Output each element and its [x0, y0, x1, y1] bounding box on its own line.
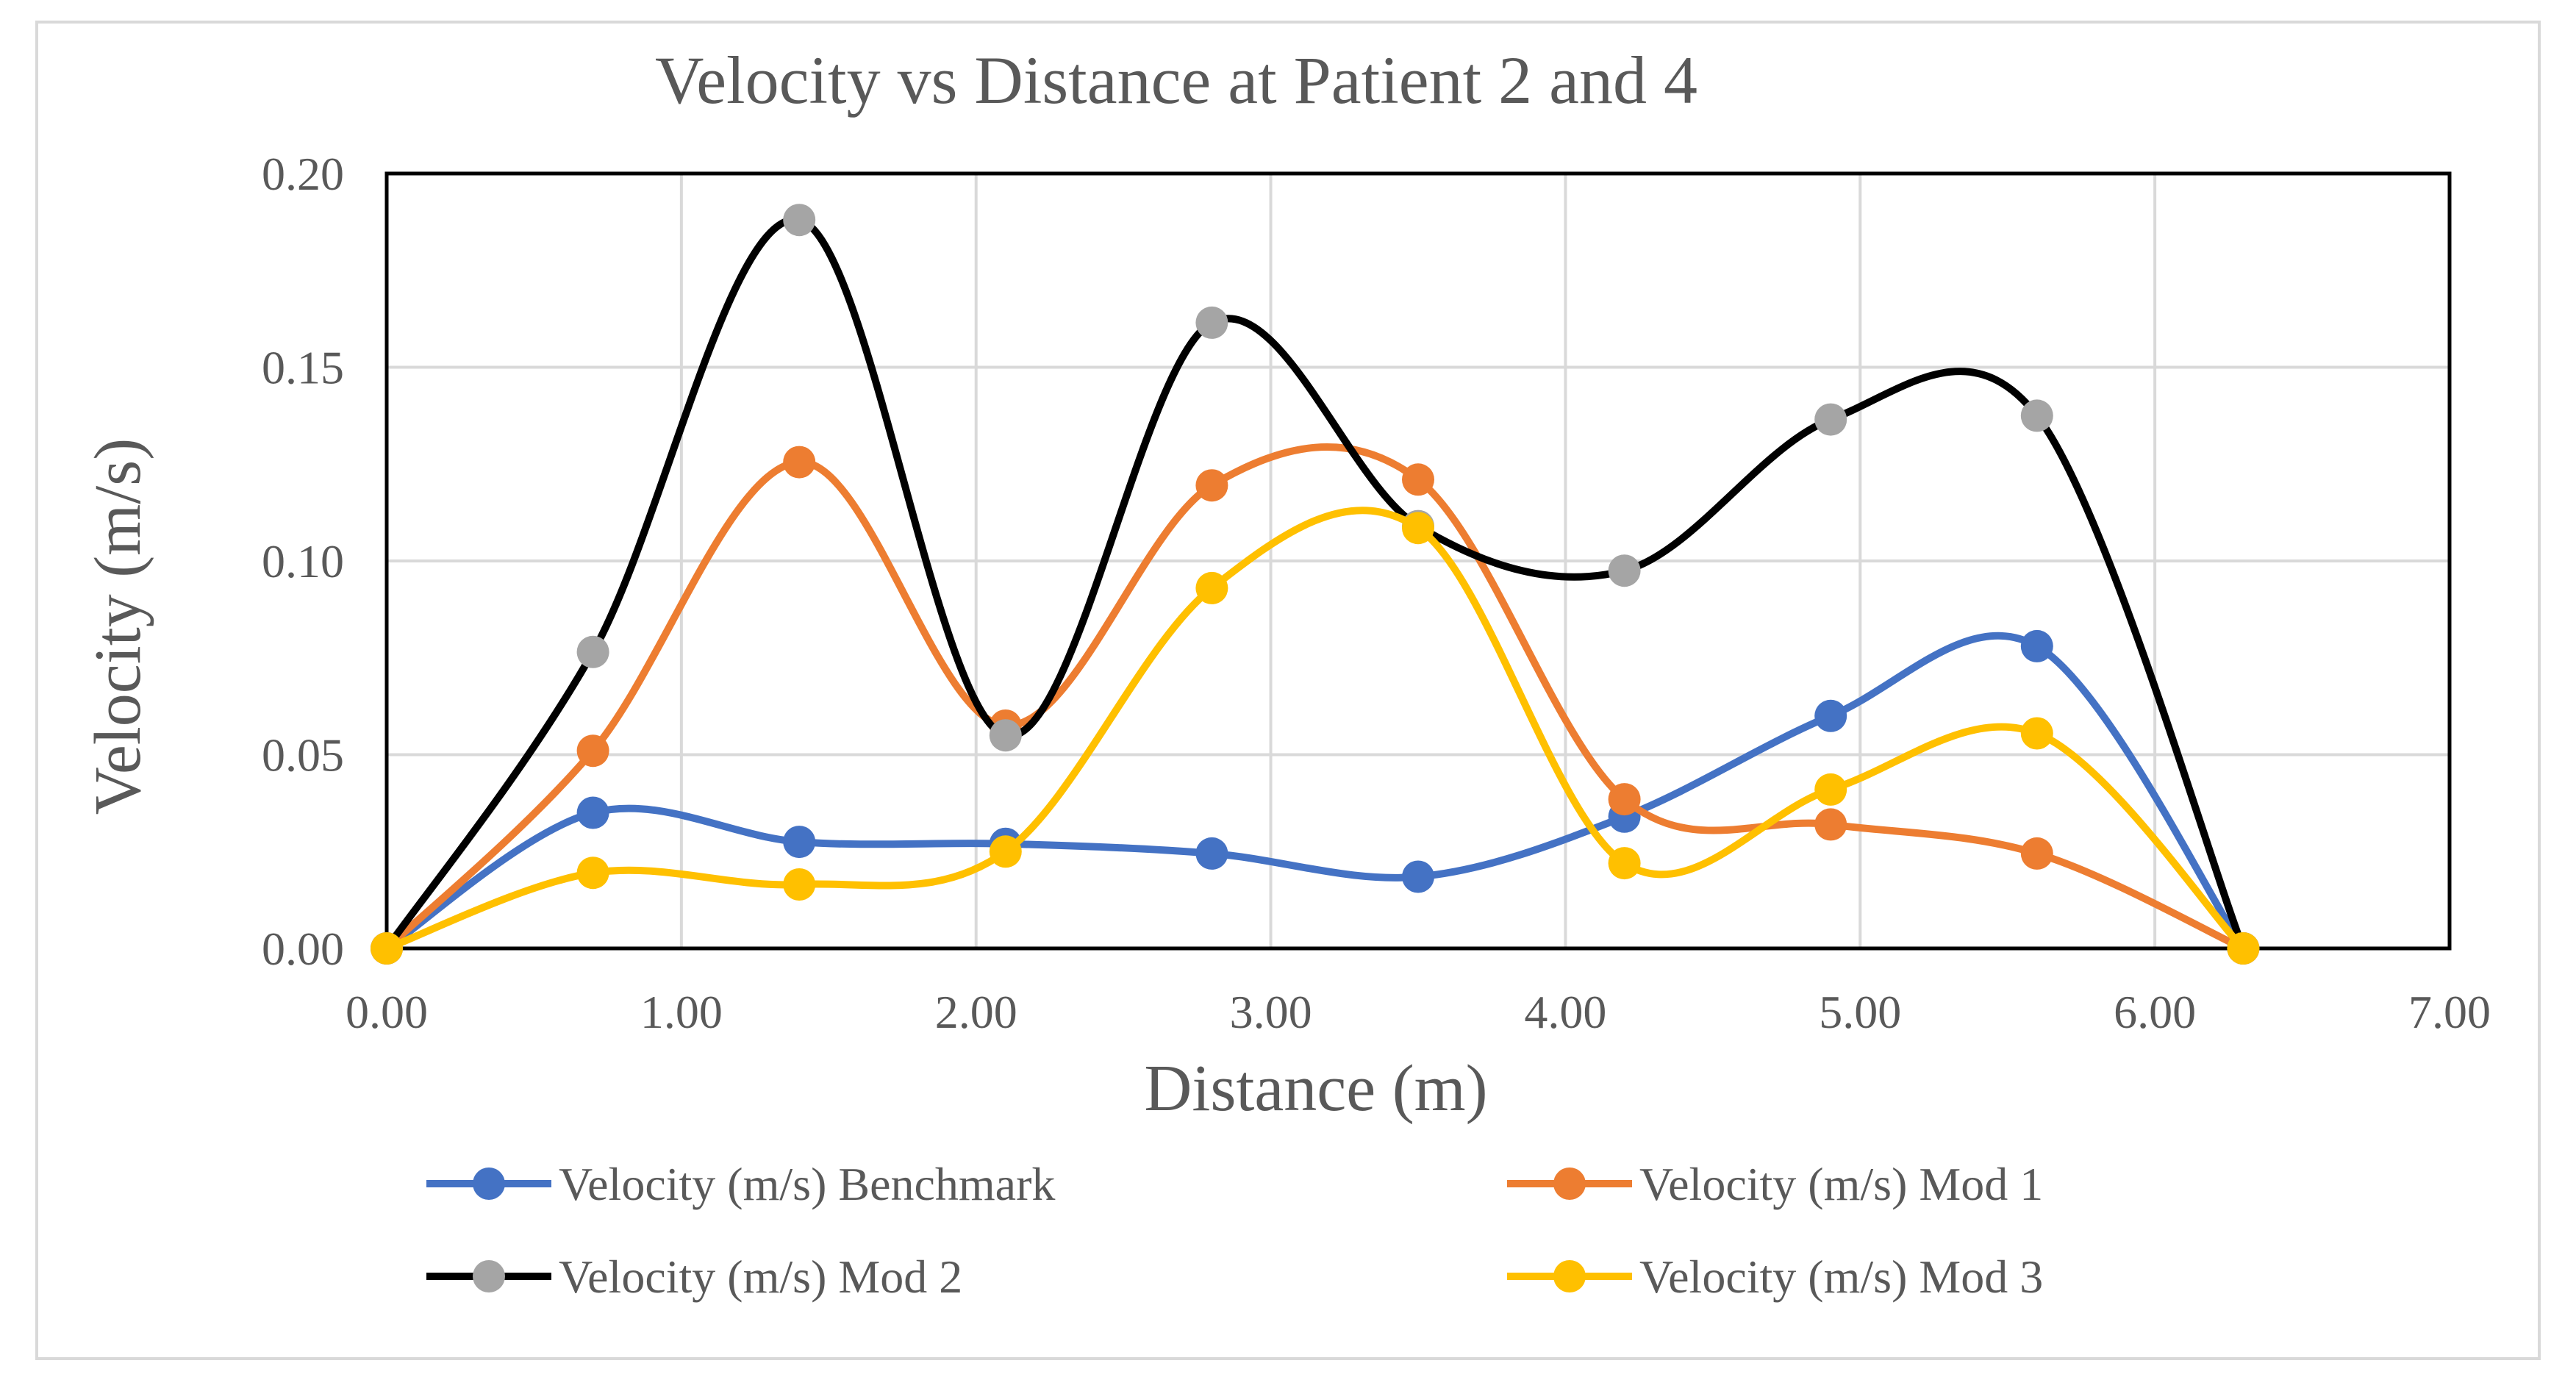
legend-label: Velocity (m/s) Mod 3 [1639, 1251, 2043, 1303]
data-point [1195, 571, 1228, 604]
data-point [783, 446, 816, 479]
y-tick-label: 0.15 [262, 342, 344, 394]
y-tick-label: 0.10 [262, 535, 344, 587]
series-layer [371, 204, 2260, 965]
data-point [1195, 306, 1228, 339]
data-point [1402, 463, 1434, 496]
legend-label: Velocity (m/s) Mod 2 [559, 1251, 962, 1303]
legend-marker-swatch [473, 1260, 505, 1292]
data-point [371, 932, 403, 965]
x-tick-label: 4.00 [1524, 986, 1606, 1038]
data-point [576, 734, 609, 768]
plot-area-border [384, 171, 2452, 951]
x-tick-label: 1.00 [640, 986, 723, 1038]
x-tick-label: 7.00 [2408, 986, 2491, 1038]
data-point [1195, 469, 1228, 502]
y-tick-label: 0.20 [262, 148, 344, 200]
legend-item: Velocity (m/s) Mod 2 [426, 1251, 962, 1303]
data-point [1195, 837, 1228, 870]
legend-label: Velocity (m/s) Mod 1 [1639, 1158, 2043, 1210]
legend-marker-swatch [1553, 1167, 1586, 1200]
data-point [2020, 837, 2053, 870]
series-3 [371, 204, 2260, 965]
legend-item: Velocity (m/s) Mod 1 [1507, 1158, 2043, 1210]
y-axis-label: Velocity (m/s) [82, 438, 154, 815]
data-point [576, 796, 609, 829]
data-point [2020, 717, 2053, 750]
x-tick-label: 2.00 [935, 986, 1017, 1038]
x-tick-label: 5.00 [1819, 986, 1901, 1038]
data-point [2020, 629, 2053, 662]
data-point [576, 857, 609, 890]
series-line [383, 632, 2247, 952]
data-point [1608, 783, 1641, 816]
data-point [783, 826, 816, 859]
x-axis-tick-labels: 0.00 1.00 2.00 3.00 4.00 5.00 6.00 7.00 [346, 986, 2491, 1038]
y-tick-label: 0.05 [262, 729, 344, 782]
series-line [383, 443, 2247, 952]
data-point [1814, 403, 1847, 436]
data-point [1814, 699, 1847, 732]
data-point [783, 868, 816, 901]
chart-title: Velocity vs Distance at Patient 2 and 4 [655, 43, 1697, 118]
legend-label: Velocity (m/s) Benchmark [559, 1158, 1055, 1210]
y-tick-label: 0.00 [262, 923, 344, 975]
gridlines [387, 174, 2450, 948]
x-tick-label: 3.00 [1230, 986, 1312, 1038]
data-point [1814, 808, 1847, 841]
legend-item: Velocity (m/s) Mod 3 [1507, 1251, 2043, 1303]
series-4 [371, 507, 2260, 965]
y-axis-tick-labels: 0.00 0.05 0.10 0.15 0.20 [262, 148, 344, 975]
x-axis-label: Distance (m) [1144, 1052, 1487, 1125]
data-point [1402, 860, 1434, 893]
x-tick-label: 0.00 [346, 986, 428, 1038]
data-point [1814, 773, 1847, 806]
data-point [989, 719, 1022, 752]
chart-area [35, 21, 2541, 1360]
data-point [1402, 512, 1434, 545]
data-point [989, 835, 1022, 868]
legend-item: Velocity (m/s) Benchmark [426, 1158, 1055, 1210]
data-point [2227, 932, 2260, 965]
data-point [1608, 847, 1641, 880]
legend-marker-swatch [1553, 1260, 1586, 1292]
data-point [2020, 399, 2053, 432]
legend: Velocity (m/s) Benchmark Velocity (m/s) M… [426, 1158, 2043, 1303]
series-1 [371, 629, 2260, 965]
legend-marker-swatch [473, 1167, 505, 1200]
data-point [1608, 554, 1641, 587]
data-point [576, 635, 609, 668]
data-point [783, 204, 816, 237]
x-tick-label: 6.00 [2114, 986, 2196, 1038]
series-line [383, 507, 2247, 952]
